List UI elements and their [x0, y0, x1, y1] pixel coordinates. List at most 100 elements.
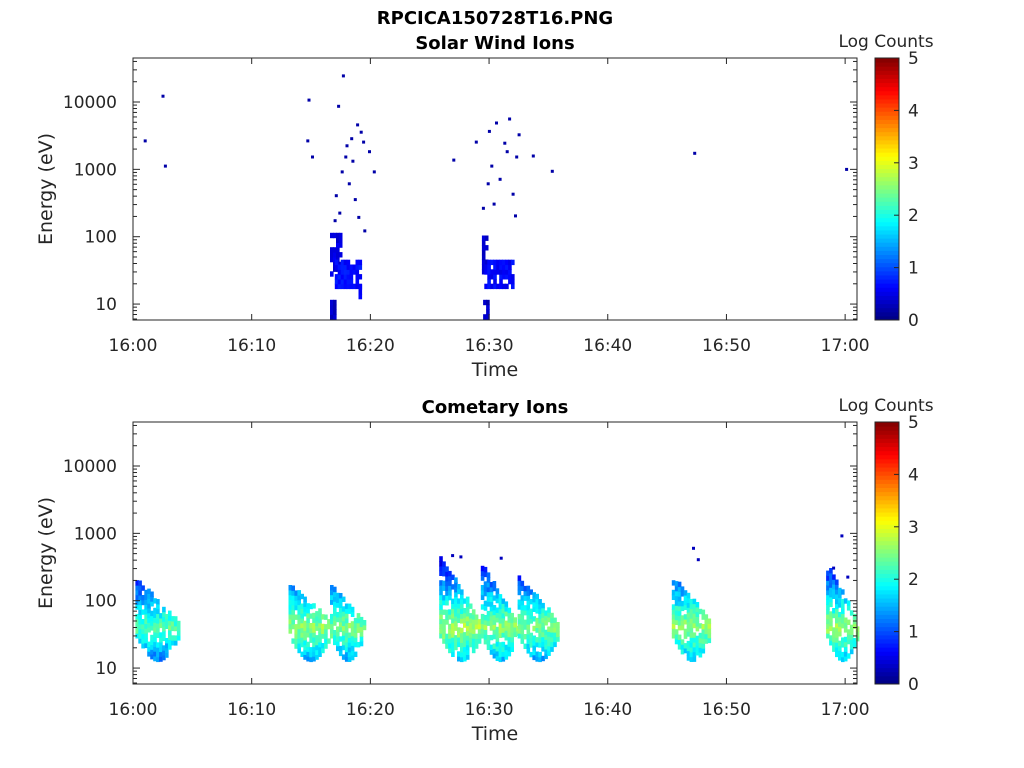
solar-wind-cell	[484, 259, 489, 265]
solar-wind-cell	[502, 269, 506, 275]
cometary-cell	[846, 619, 851, 625]
count-point	[693, 151, 697, 155]
colorbar-step	[875, 217, 899, 223]
cometary-cell	[486, 596, 491, 602]
cometary-cell	[463, 636, 467, 643]
colorbar-step	[875, 94, 899, 100]
x-tick-label: 16:00	[109, 700, 158, 720]
cometary-cell	[838, 616, 842, 623]
solar-wind-cell	[505, 264, 509, 270]
cometary-cell	[138, 609, 142, 615]
cometary-cell	[535, 617, 539, 624]
cometary-cell	[141, 595, 145, 601]
count-point	[163, 164, 167, 168]
colorbar-step	[875, 626, 899, 632]
cometary-cell	[526, 629, 531, 635]
cometary-cell	[492, 624, 497, 630]
cometary-cell	[344, 617, 349, 624]
cometary-y-ticks: 10 100 1000 10000	[63, 424, 857, 684]
cometary-cell	[318, 608, 322, 614]
colorbar-step	[875, 548, 899, 554]
count-point	[362, 140, 366, 144]
cometary-cell	[312, 622, 316, 628]
cometary-cell	[315, 615, 319, 622]
cometary-cell	[156, 613, 160, 619]
cometary-cell	[288, 628, 293, 634]
solar-wind-cell	[346, 269, 351, 275]
cometary-cell	[689, 613, 694, 619]
cometary-cell	[171, 640, 175, 646]
cometary-cell	[463, 598, 467, 604]
cometary-cell	[439, 580, 443, 586]
solar-wind-cell	[483, 314, 487, 320]
cometary-cell	[330, 585, 334, 591]
solar-wind-cell	[340, 264, 345, 270]
cometary-cell	[677, 600, 682, 607]
cometary-cell	[835, 589, 839, 595]
solar-wind-cell	[349, 274, 354, 280]
cometary-cell	[695, 626, 700, 632]
cometary-cell	[338, 636, 343, 642]
cometary-cell	[489, 591, 494, 597]
cometary-cell	[341, 606, 346, 612]
cometary-cell	[483, 590, 488, 597]
cometary-cell	[168, 639, 172, 645]
solar-wind-cell	[333, 232, 337, 239]
cometary-cell	[138, 580, 142, 586]
count-point	[357, 215, 361, 219]
cometary-cell	[841, 589, 845, 595]
solar-wind-cell	[333, 309, 337, 315]
cometary-cell	[701, 628, 706, 635]
figure-title: RPCICA150728T16.PNG	[377, 8, 613, 29]
cometary-cell	[523, 619, 528, 625]
colorbar-step	[875, 279, 899, 284]
y-tick-label: 10000	[63, 457, 117, 477]
cometary-cell	[550, 641, 554, 647]
solar-wind-cell	[334, 283, 339, 290]
cometary-cell	[165, 614, 169, 620]
cometary-cell	[141, 628, 145, 635]
cometary-cell	[526, 585, 531, 592]
cometary-cell	[480, 613, 485, 620]
solar-wind-cell	[343, 264, 348, 270]
cometary-cell	[541, 631, 545, 638]
cometary-cell	[451, 598, 455, 604]
cometary-cell	[297, 609, 301, 615]
cometary-cell	[457, 656, 461, 662]
cometary-cell	[692, 603, 697, 609]
cometary-cell	[312, 651, 316, 657]
cometary-cell	[826, 570, 830, 576]
cometary-cell	[156, 627, 160, 634]
cometary-cell	[330, 628, 334, 634]
cometary-cell	[835, 603, 839, 609]
cometary-cell	[448, 638, 452, 644]
cometary-cell	[291, 585, 295, 591]
cometary-cell	[291, 609, 295, 615]
colorbar-step	[875, 303, 899, 309]
cometary-cell	[532, 601, 536, 608]
cometary-cell	[306, 608, 310, 614]
solar-wind-cell	[484, 269, 488, 275]
cometary-cell	[829, 611, 833, 617]
cometary-cell	[333, 615, 337, 621]
cometary-cell	[671, 604, 676, 610]
colorbar-step	[875, 254, 899, 260]
solar-wind-cell	[340, 259, 345, 266]
cometary-cell	[689, 603, 694, 610]
cometary-cell	[468, 622, 473, 629]
cometary-cell	[520, 638, 525, 644]
colorbar-step	[875, 634, 899, 640]
solar-wind-cell	[340, 274, 345, 280]
cometary-cell	[297, 599, 301, 606]
cometary-cell	[312, 617, 316, 623]
cometary-cell	[692, 646, 697, 653]
cometary-cell	[312, 636, 316, 643]
colorbar-tick-label: 0	[908, 311, 919, 331]
cometary-cell	[535, 598, 539, 604]
cometary-cell	[457, 612, 461, 619]
cometary-cell	[171, 620, 175, 627]
cometary-cell	[526, 590, 531, 596]
colorbar-step	[875, 70, 899, 75]
cometary-cell	[480, 628, 485, 634]
cometary-cell	[480, 589, 485, 596]
